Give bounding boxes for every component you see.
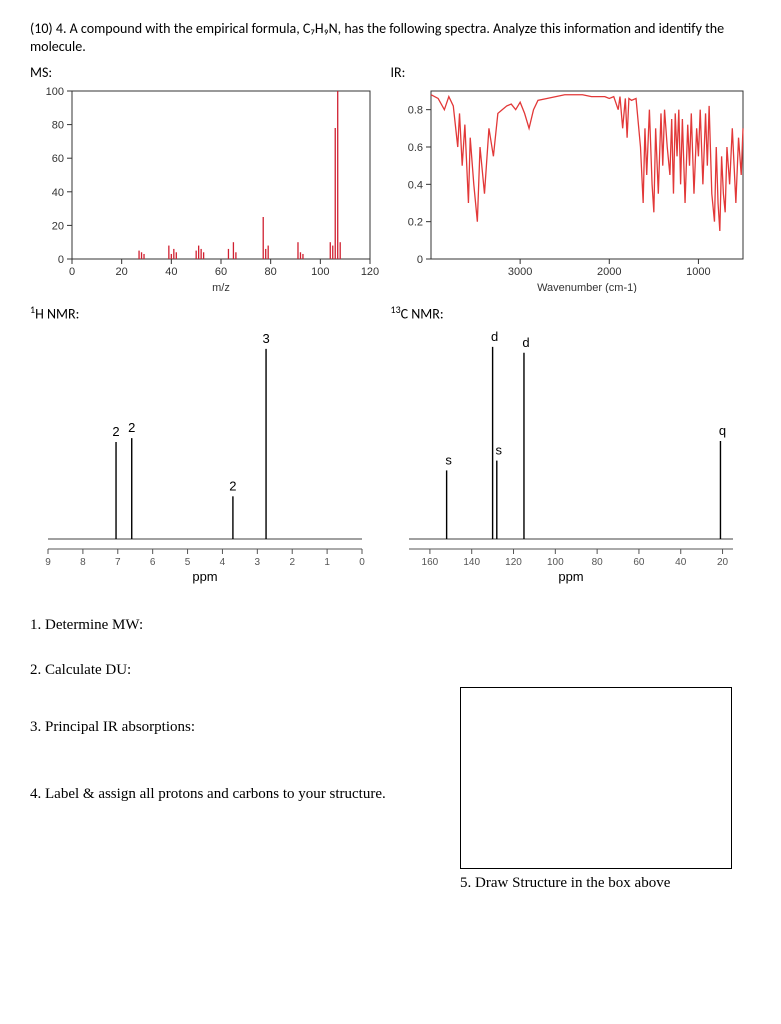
svg-text:3: 3 [255, 557, 261, 568]
svg-text:d: d [522, 335, 529, 350]
svg-text:0.4: 0.4 [407, 180, 422, 192]
prompt-mw: 1. Determine MW: [30, 617, 751, 634]
svg-text:0.6: 0.6 [407, 142, 422, 154]
svg-text:0: 0 [359, 557, 365, 568]
svg-text:s: s [445, 452, 452, 467]
svg-text:40: 40 [165, 266, 177, 278]
svg-text:60: 60 [633, 557, 645, 568]
prompt-draw: 5. Draw Structure in the box above [460, 875, 670, 892]
svg-text:Wavenumber (cm-1): Wavenumber (cm-1) [537, 282, 637, 293]
svg-text:0.2: 0.2 [407, 217, 422, 229]
svg-text:3000: 3000 [507, 266, 531, 278]
svg-text:4: 4 [220, 557, 226, 568]
svg-text:80: 80 [265, 266, 277, 278]
svg-text:2: 2 [229, 478, 236, 493]
svg-text:160: 160 [421, 557, 438, 568]
svg-text:0: 0 [58, 254, 64, 266]
structure-answer-box [460, 687, 732, 869]
svg-text:20: 20 [716, 557, 728, 568]
svg-text:9: 9 [45, 557, 51, 568]
svg-text:m/z: m/z [212, 282, 230, 293]
svg-text:120: 120 [361, 266, 379, 278]
question-body: A compound with the empirical formula, C… [30, 20, 724, 55]
svg-text:20: 20 [52, 221, 64, 233]
ir-label: IR: [391, 64, 752, 81]
svg-text:60: 60 [215, 266, 227, 278]
ms-label: MS: [30, 64, 391, 81]
svg-text:100: 100 [311, 266, 329, 278]
question-prefix: (10) 4. [30, 20, 70, 37]
cnmr-chart: 160 140 120 100 80 60 40 20 ppm s d s d q [391, 325, 751, 585]
svg-text:8: 8 [80, 557, 86, 568]
svg-text:20: 20 [116, 266, 128, 278]
svg-text:q: q [718, 423, 725, 438]
svg-text:ppm: ppm [558, 569, 583, 584]
ir-chart: 0 0.2 0.4 0.6 0.8 3000 2000 1000 Wavenumber (cm-… [391, 83, 751, 293]
svg-text:6: 6 [150, 557, 156, 568]
svg-text:5: 5 [185, 557, 191, 568]
svg-text:100: 100 [46, 86, 64, 98]
svg-text:1000: 1000 [686, 266, 710, 278]
svg-text:100: 100 [546, 557, 563, 568]
svg-text:3: 3 [262, 331, 269, 346]
svg-text:140: 140 [463, 557, 480, 568]
svg-text:2: 2 [128, 420, 135, 435]
svg-text:1: 1 [324, 557, 330, 568]
svg-text:7: 7 [115, 557, 121, 568]
svg-text:s: s [495, 443, 502, 458]
svg-text:0.8: 0.8 [407, 105, 422, 117]
svg-text:2000: 2000 [597, 266, 621, 278]
hnmr-label: 1H NMR: [30, 303, 391, 323]
svg-text:80: 80 [52, 120, 64, 132]
svg-text:2: 2 [112, 424, 119, 439]
svg-text:60: 60 [52, 154, 64, 166]
svg-text:40: 40 [675, 557, 687, 568]
cnmr-label: 13C NMR: [391, 303, 752, 323]
question-text: (10) 4. A compound with the empirical fo… [30, 20, 751, 56]
svg-text:d: d [490, 329, 497, 344]
svg-text:2: 2 [289, 557, 295, 568]
svg-text:80: 80 [591, 557, 603, 568]
prompt-du: 2. Calculate DU: [30, 662, 751, 679]
svg-text:120: 120 [505, 557, 522, 568]
svg-text:40: 40 [52, 187, 64, 199]
svg-text:0: 0 [69, 266, 75, 278]
hnmr-chart: 9876543210ppm2223 [30, 325, 380, 585]
ms-chart: 0 20 40 60 80 100 0 20 40 60 80 100 120 m/z [30, 83, 380, 293]
svg-text:ppm: ppm [192, 569, 217, 584]
svg-text:0: 0 [416, 254, 422, 266]
